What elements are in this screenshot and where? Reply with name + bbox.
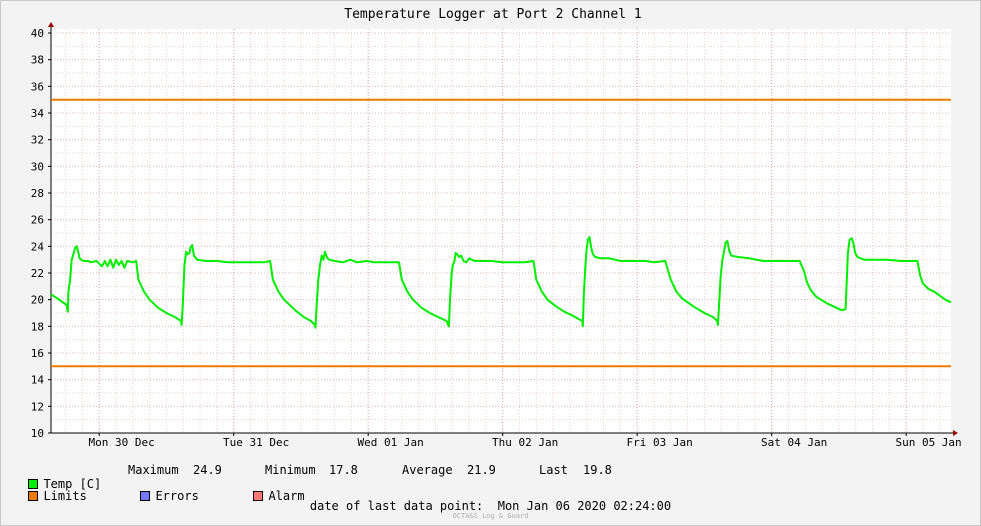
legend-alarm-label: Alarm [268, 489, 305, 503]
y-tick-label: 14 [31, 374, 45, 387]
x-tick-label: Fri 03 Jan [626, 436, 692, 449]
legend-minimum-value: 17.8 [329, 463, 358, 477]
errors-swatch [140, 491, 151, 501]
last-data-point: date of last data point: Mon Jan 06 2020… [0, 499, 981, 513]
y-tick-label: 34 [31, 107, 45, 120]
legend-row-1: Temp [C] [14, 463, 101, 491]
legend-errors-label: Errors [155, 489, 199, 503]
y-tick-label: 12 [31, 400, 44, 413]
x-tick-label: Mon 30 Dec [88, 436, 154, 449]
x-tick-label: Sat 04 Jan [761, 436, 827, 449]
legend-errors: Errors [126, 475, 199, 503]
x-tick-label: Wed 01 Jan [357, 436, 423, 449]
y-tick-label: 32 [31, 134, 44, 147]
x-tick-label: Thu 02 Jan [492, 436, 558, 449]
series [50, 98, 952, 368]
legend-temp-label: Temp [C] [43, 477, 102, 491]
temp-swatch [28, 479, 39, 489]
y-axis-arrow [48, 22, 54, 27]
y-tick-label: 30 [31, 160, 44, 173]
y-tick-label: 26 [31, 214, 44, 227]
axes: 10 12 14 16 18 20 22 24 26 28 30 32 34 36 38 40 Mon 30 D… [31, 22, 962, 449]
y-tick-label: 18 [31, 320, 44, 333]
plot-area [51, 29, 951, 433]
y-tick-label: 40 [31, 27, 44, 40]
date-label: date of last data point: [309, 499, 484, 513]
y-tick-label: 20 [31, 294, 44, 307]
legend-alarm: Alarm [239, 475, 305, 503]
legend-average-value: 21.9 [467, 463, 496, 477]
watermark: OCTA&S Log & Guard [452, 512, 529, 520]
x-axis-arrow [953, 430, 958, 436]
legend-row-2: Limits [14, 475, 87, 503]
y-tick-label: 22 [31, 267, 44, 280]
legend-last-label: Last [539, 463, 568, 477]
y-tick-label: 28 [31, 187, 44, 200]
legend-last-value: 19.8 [583, 463, 612, 477]
legend-average-label: Average [402, 463, 453, 477]
series-temp-line [50, 236, 952, 329]
alarm-swatch [253, 491, 264, 501]
x-tick-label: Sun 05 Jan [895, 436, 961, 449]
legend-limits-label: Limits [43, 489, 87, 503]
legend-minimum-label: Minimum [265, 463, 316, 477]
y-tick-label: 38 [31, 54, 44, 67]
legend-maximum-value: 24.9 [193, 463, 222, 477]
limits-swatch [28, 491, 39, 501]
x-tick-label: Tue 31 Dec [223, 436, 289, 449]
y-tick-label: 24 [31, 240, 45, 253]
legend-maximum-label: Maximum [128, 463, 179, 477]
date-value: Mon Jan 06 2020 02:24:00 [497, 499, 672, 513]
y-tick-label: 36 [31, 80, 44, 93]
y-tick-label: 16 [31, 347, 44, 360]
y-tick-label: 10 [31, 427, 44, 440]
chart-title: Temperature Logger at Port 2 Channel 1 [344, 7, 641, 22]
